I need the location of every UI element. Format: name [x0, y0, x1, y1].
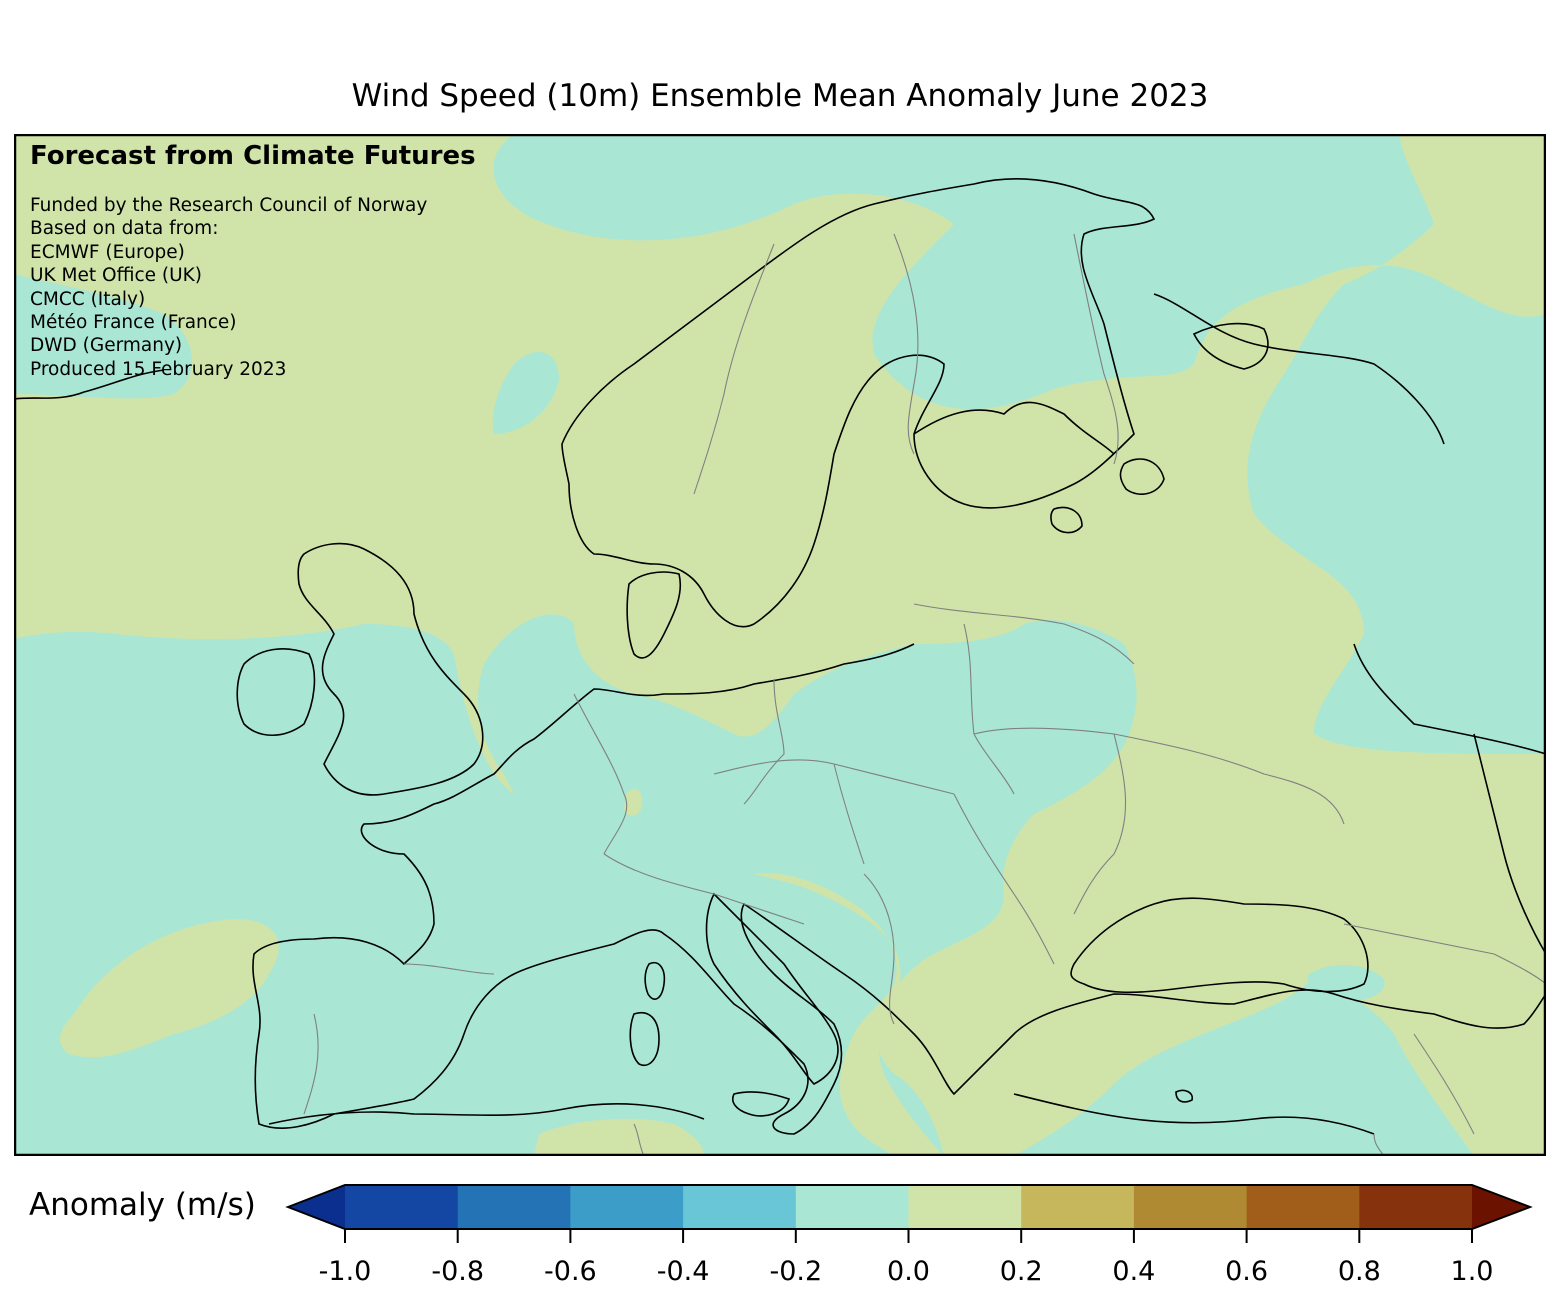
- colorbar-tick-label: -0.4: [656, 1256, 710, 1287]
- credit-line: ECMWF (Europe): [30, 241, 185, 263]
- colorbar-tick-label: -0.2: [769, 1256, 823, 1287]
- anomaly-field-positive-balkans: [754, 873, 944, 1156]
- credit-line: Météo France (France): [30, 312, 237, 334]
- credit-line: UK Met Office (UK): [30, 265, 203, 287]
- credit-line: Funded by the Research Council of Norway: [30, 195, 428, 216]
- anomaly-field-positive-south: [534, 1118, 704, 1156]
- colorbar-segment: [570, 1185, 684, 1229]
- colorbar-extend-low: [288, 1185, 345, 1229]
- colorbar-tick-label: -1.0: [318, 1256, 372, 1287]
- anomaly-field-positive-north: [14, 134, 1546, 1156]
- credit-line: CMCC (Italy): [30, 288, 146, 310]
- colorbar-segment: [908, 1185, 1022, 1229]
- colorbar-segment: [345, 1185, 459, 1229]
- colorbar: [285, 1184, 1533, 1243]
- credits-block: Funded by the Research Council of Norway…: [30, 194, 427, 381]
- map-panel: [14, 134, 1546, 1156]
- anomaly-field-positive-spot: [624, 788, 643, 816]
- credit-line: Produced 15 February 2023: [30, 358, 287, 380]
- colorbar-tick-label: 0.2: [999, 1256, 1043, 1287]
- anomaly-field-eastmed: [1112, 1092, 1394, 1156]
- colorbar-segment: [795, 1185, 909, 1229]
- chart-title: Wind Speed (10m) Ensemble Mean Anomaly J…: [351, 78, 1209, 114]
- colorbar-extend-high: [1472, 1185, 1530, 1229]
- anomaly-field-iceland: [14, 274, 193, 399]
- colorbar-tick-label: -0.6: [544, 1256, 597, 1287]
- colorbar-segment: [1359, 1185, 1473, 1229]
- colorbar-tick-label: 0.8: [1337, 1256, 1381, 1287]
- colorbar-segment: [1021, 1185, 1135, 1229]
- colorbar-tick-label: 0.4: [1112, 1256, 1156, 1287]
- map-border: [14, 134, 1546, 1156]
- coastlines: [14, 178, 1546, 1135]
- colorbar-tick-label: 0.6: [1225, 1256, 1269, 1287]
- colorbar-tick-label: 1.0: [1450, 1256, 1494, 1287]
- colorbar-segment: [1246, 1185, 1360, 1229]
- colorbar-segment: [1133, 1185, 1248, 1229]
- anomaly-field-positive-atlantic: [59, 919, 279, 1058]
- anomaly-field-norwegian-sea: [492, 352, 559, 434]
- colorbar-label: Anomaly (m/s): [29, 1187, 256, 1223]
- anomaly-field-blacksea: [1307, 964, 1385, 1003]
- colorbar-tick-label: 0.0: [887, 1256, 930, 1287]
- europe-map: [14, 134, 1546, 1156]
- forecast-heading: Forecast from Climate Futures: [30, 141, 476, 171]
- colorbar-tick-label: -0.8: [431, 1256, 485, 1287]
- credit-line: Based on data from:: [30, 218, 219, 240]
- colorbar-segment: [457, 1185, 571, 1229]
- country-borders: [303, 233, 1546, 1156]
- colorbar-segment: [683, 1185, 797, 1229]
- credit-line: DWD (Germany): [30, 335, 183, 357]
